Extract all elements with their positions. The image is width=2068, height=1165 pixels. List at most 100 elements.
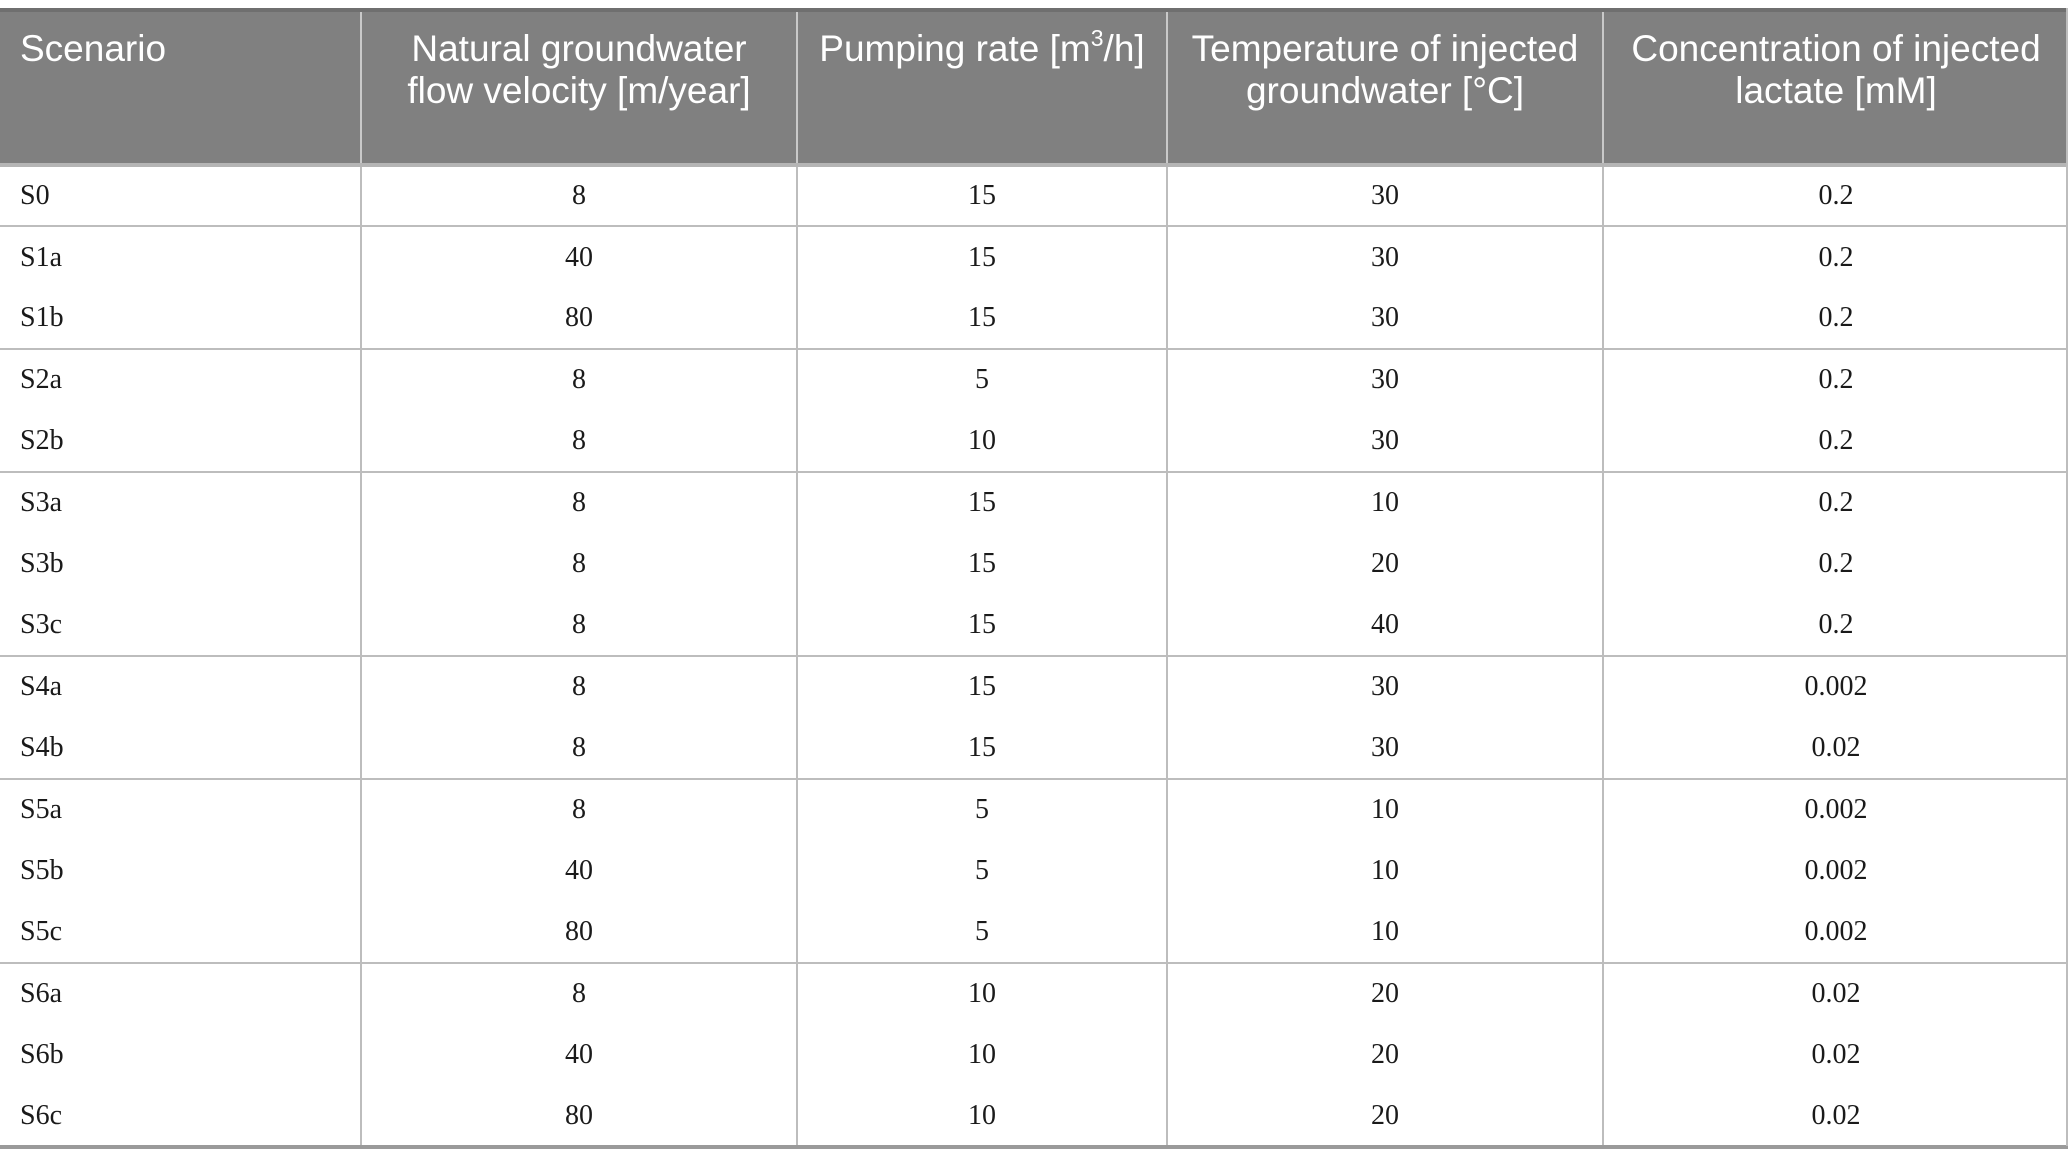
cell-concentration: 0.002 bbox=[1602, 901, 2068, 964]
table-row: S0 8 15 30 0.2 bbox=[0, 165, 2068, 227]
cell-temperature: 30 bbox=[1166, 410, 1603, 472]
header-concentration: Concentration of injected lactate [mM] bbox=[1602, 8, 2068, 167]
cell-scenario: S3b bbox=[20, 548, 64, 580]
cell-scenario: S1a bbox=[0, 225, 361, 288]
cell-temperature: 20 bbox=[1166, 1085, 1603, 1150]
cell-scenario: S1b bbox=[20, 301, 64, 333]
cell-pumping-rate: 15 bbox=[796, 287, 1167, 350]
cell-velocity: 8 bbox=[360, 777, 797, 841]
cell-scenario: S3c bbox=[20, 608, 62, 640]
cell-scenario: S4a bbox=[0, 655, 361, 718]
cell-pumping-rate: 10 bbox=[796, 1085, 1167, 1150]
cell-velocity: 40 bbox=[360, 840, 797, 902]
table-row: S6a 8 10 20 0.02 bbox=[0, 962, 2068, 1025]
cell-temperature: 40 bbox=[1166, 594, 1603, 657]
cell-velocity: 8 bbox=[360, 410, 797, 472]
cell-velocity: 80 bbox=[360, 1085, 797, 1150]
header-row: Scenario Natural groundwater flow veloci… bbox=[0, 8, 2068, 167]
cell-temperature: 30 bbox=[1166, 348, 1603, 411]
cell-velocity: 8 bbox=[360, 717, 797, 779]
cell-pumping-rate: 15 bbox=[796, 717, 1167, 779]
cell-temperature: 10 bbox=[1166, 901, 1603, 964]
cell-temperature: 10 bbox=[1166, 840, 1603, 902]
cell-temperature: 30 bbox=[1166, 225, 1603, 288]
cell-velocity: 8 bbox=[360, 165, 797, 227]
cell-pumping-rate: 10 bbox=[796, 1024, 1167, 1086]
cell-concentration: 0.002 bbox=[1602, 840, 2068, 902]
cell-temperature: 30 bbox=[1166, 655, 1603, 718]
cell-concentration: 0.2 bbox=[1602, 225, 2068, 288]
scenario-table-container: Scenario Natural groundwater flow veloci… bbox=[0, 8, 2068, 1150]
cell-velocity: 40 bbox=[360, 1024, 797, 1086]
table-body: S0 8 15 30 0.2 S1a 40 15 30 0.2 S1b 80 1… bbox=[0, 165, 2068, 1150]
cell-temperature: 20 bbox=[1166, 1024, 1603, 1086]
cell-concentration: 0.2 bbox=[1602, 594, 2068, 657]
cell-concentration: 0.02 bbox=[1602, 1085, 2068, 1150]
cell-pumping-rate: 10 bbox=[796, 962, 1167, 1025]
cell-velocity: 8 bbox=[360, 533, 797, 595]
cell-scenario: S0 bbox=[20, 180, 50, 212]
cell-velocity: 80 bbox=[360, 287, 797, 350]
cell-scenario: S5a bbox=[0, 777, 361, 841]
table-row: S1b 80 15 30 0.2 bbox=[0, 287, 2068, 350]
header-scenario: Scenario bbox=[0, 8, 361, 167]
cell-scenario: S5c bbox=[20, 915, 62, 947]
cell-velocity: 8 bbox=[360, 655, 797, 718]
cell-temperature: 30 bbox=[1166, 287, 1603, 350]
cell-pumping-rate: 5 bbox=[796, 348, 1167, 411]
cell-pumping-rate: 15 bbox=[796, 165, 1167, 227]
cell-scenario: S2a bbox=[0, 348, 361, 411]
cell-temperature: 10 bbox=[1166, 470, 1603, 534]
table-row: S4b 8 15 30 0.02 bbox=[0, 717, 2068, 779]
cell-velocity: 80 bbox=[360, 901, 797, 964]
header-pumping-rate: Pumping rate [m3/h] bbox=[796, 8, 1167, 167]
cell-concentration: 0.2 bbox=[1602, 287, 2068, 350]
cell-concentration: 0.02 bbox=[1602, 717, 2068, 779]
cell-pumping-rate: 15 bbox=[796, 470, 1167, 534]
table-row: S6b 40 10 20 0.02 bbox=[0, 1024, 2068, 1086]
cell-scenario: S6b bbox=[20, 1039, 64, 1071]
cell-scenario: S3a bbox=[0, 470, 361, 534]
header-pumping-rate-superscript: 3 bbox=[1090, 24, 1104, 51]
cell-concentration: 0.2 bbox=[1602, 348, 2068, 411]
cell-concentration: 0.2 bbox=[1602, 470, 2068, 534]
cell-pumping-rate: 15 bbox=[796, 225, 1167, 288]
cell-concentration: 0.002 bbox=[1602, 777, 2068, 841]
cell-scenario: S5b bbox=[20, 854, 64, 886]
table-row: S2a 8 5 30 0.2 bbox=[0, 348, 2068, 411]
header-pumping-rate-unit: /h] bbox=[1103, 28, 1145, 69]
cell-velocity: 8 bbox=[360, 348, 797, 411]
cell-pumping-rate: 15 bbox=[796, 655, 1167, 718]
table-row: S5a 8 5 10 0.002 bbox=[0, 777, 2068, 841]
table-row: S5c 80 5 10 0.002 bbox=[0, 901, 2068, 964]
table-row: S3b 8 15 20 0.2 bbox=[0, 533, 2068, 595]
cell-pumping-rate: 15 bbox=[796, 533, 1167, 595]
table-header: Scenario Natural groundwater flow veloci… bbox=[0, 8, 2068, 167]
table-row: S4a 8 15 30 0.002 bbox=[0, 655, 2068, 718]
cell-concentration: 0.02 bbox=[1602, 962, 2068, 1025]
table-row: S2b 8 10 30 0.2 bbox=[0, 410, 2068, 472]
cell-temperature: 30 bbox=[1166, 165, 1603, 227]
table-row: S3c 8 15 40 0.2 bbox=[0, 594, 2068, 657]
table-row: S1a 40 15 30 0.2 bbox=[0, 225, 2068, 288]
cell-scenario: S2b bbox=[20, 424, 64, 456]
cell-pumping-rate: 10 bbox=[796, 410, 1167, 472]
cell-pumping-rate: 15 bbox=[796, 594, 1167, 657]
scenario-table: Scenario Natural groundwater flow veloci… bbox=[0, 8, 2068, 1150]
cell-scenario: S6a bbox=[0, 962, 361, 1025]
cell-pumping-rate: 5 bbox=[796, 901, 1167, 964]
cell-concentration: 0.2 bbox=[1602, 533, 2068, 595]
table-right-border bbox=[2066, 8, 2068, 1146]
cell-concentration: 0.02 bbox=[1602, 1024, 2068, 1086]
cell-pumping-rate: 5 bbox=[796, 840, 1167, 902]
cell-temperature: 20 bbox=[1166, 962, 1603, 1025]
cell-temperature: 20 bbox=[1166, 533, 1603, 595]
cell-temperature: 30 bbox=[1166, 717, 1603, 779]
header-velocity: Natural groundwater flow velocity [m/yea… bbox=[360, 8, 797, 167]
cell-velocity: 8 bbox=[360, 962, 797, 1025]
cell-velocity: 8 bbox=[360, 470, 797, 534]
table-row: S3a 8 15 10 0.2 bbox=[0, 470, 2068, 534]
cell-concentration: 0.002 bbox=[1602, 655, 2068, 718]
cell-concentration: 0.2 bbox=[1602, 410, 2068, 472]
table-row: S5b 40 5 10 0.002 bbox=[0, 840, 2068, 902]
